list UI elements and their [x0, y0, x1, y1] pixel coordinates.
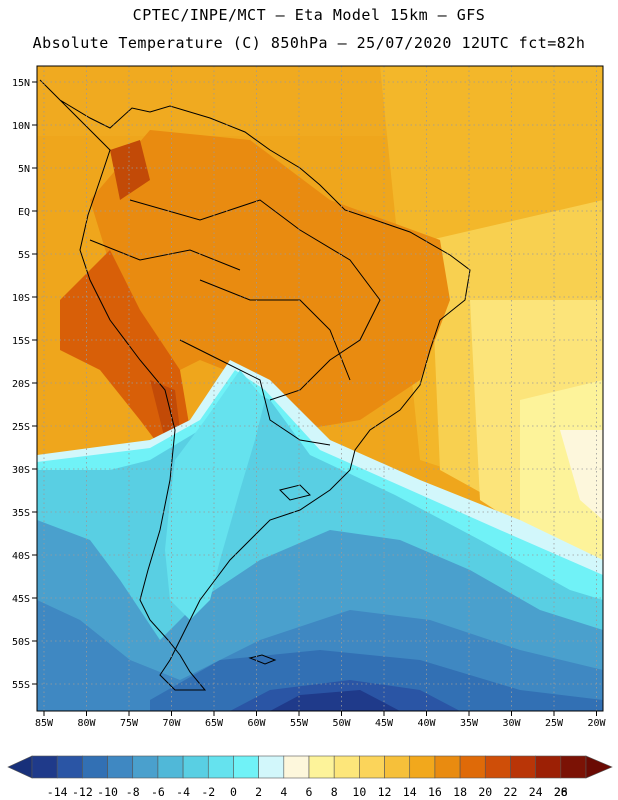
colorbar-label: 10 — [352, 785, 366, 799]
colorbar-label: 20 — [478, 785, 492, 799]
colorbar-swatch — [182, 755, 209, 779]
lon-tick-label: 35W — [460, 718, 479, 729]
colorbar-swatch — [283, 755, 310, 779]
lat-tick-label: 40S — [12, 551, 30, 562]
falklands — [248, 654, 277, 665]
border-1 — [129, 199, 381, 401]
field-cold-m8 — [270, 690, 400, 711]
colorbar-swatch — [82, 755, 108, 779]
border-3 — [179, 339, 331, 446]
coastlines — [39, 79, 471, 691]
field-andes-24b — [150, 380, 180, 440]
lat-tick-label: 50S — [12, 637, 30, 648]
map-frame — [36, 65, 604, 712]
lon-tick-label: 30W — [502, 718, 521, 729]
lat-tick-label: 30S — [12, 465, 30, 476]
lagoon-marks — [279, 484, 311, 501]
colorbar-over-arrow — [585, 755, 613, 779]
colorbar-label: -2 — [201, 785, 215, 799]
colorbar-label: -6 — [151, 785, 165, 799]
colorbar-swatch — [107, 755, 134, 779]
south-america-outline — [39, 79, 471, 691]
lon-tick-label: 55W — [290, 718, 309, 729]
colorbar: -14 -12 -10 -8 -6 -4 -2 0 2 4 6 8 10 12 14 16 18 20 22 24 26… — [7, 755, 613, 799]
colorbar-swatch — [409, 755, 436, 779]
colorbar-label: 2 — [255, 785, 262, 799]
axis-ticks: 85W 80W 75W 70W 65W 60W 55W 50W 45W 40W 35W 30W 25W 2… — [12, 78, 607, 729]
colorbar-label: 12 — [378, 785, 392, 799]
chart-title-line-1: CPTEC/INPE/MCT – Eta Model 15km – GFS — [132, 6, 486, 24]
lon-tick-label: 80W — [77, 718, 96, 729]
colorbar-label: 14 — [403, 785, 417, 799]
colorbar-label: 28 — [554, 785, 568, 799]
colorbar-swatch — [258, 755, 285, 779]
lat-tick-label: 35S — [12, 508, 30, 519]
field-andes-24 — [110, 140, 150, 200]
lat-tick-label: 15N — [12, 78, 30, 89]
colorbar-swatch — [459, 755, 486, 779]
colorbar-swatch — [484, 755, 511, 779]
colorbar-under-arrow — [7, 755, 33, 779]
lon-tick-label: 20W — [587, 718, 606, 729]
lat-tick-label: 55S — [12, 680, 30, 691]
colorbar-label: 24 — [529, 785, 543, 799]
colorbar-swatch — [233, 755, 259, 779]
lat-tick-label: 25S — [12, 422, 30, 433]
colorbar-label: -4 — [176, 785, 190, 799]
lon-tick-label: 70W — [162, 718, 181, 729]
colorbar-label: 26 — [554, 785, 568, 799]
colorbar-swatch — [560, 755, 587, 779]
colorbar-label: -10 — [97, 785, 118, 799]
colorbar-label: 22 — [504, 785, 518, 799]
lat-tick-label: 10N — [12, 121, 30, 132]
lon-tick-label: 50W — [332, 718, 351, 729]
colorbar-swatch — [359, 755, 385, 779]
colorbar-swatch — [157, 755, 184, 779]
colorbar-label: -12 — [72, 785, 93, 799]
colorbar-swatch — [384, 755, 411, 779]
colorbar-label: -14 — [47, 785, 68, 799]
colorbar-swatch — [56, 755, 83, 779]
lat-tick-label: 5N — [18, 164, 30, 175]
lon-tick-label: 25W — [545, 718, 564, 729]
field-band-8 — [560, 430, 603, 520]
colorbar-label: 0 — [230, 785, 237, 799]
colorbar-label: 4 — [280, 785, 287, 799]
lon-tick-label: 85W — [35, 718, 54, 729]
lat-tick-label: EQ — [18, 207, 30, 218]
colorbar-label: 18 — [453, 785, 467, 799]
colorbar-swatch — [132, 755, 159, 779]
colorbar-swatch — [31, 755, 58, 779]
colorbar-label: 8 — [331, 785, 338, 799]
lon-tick-label: 65W — [205, 718, 224, 729]
lat-tick-label: 15S — [12, 336, 30, 347]
lon-tick-label: 45W — [375, 718, 394, 729]
colorbar-swatch — [207, 755, 234, 779]
lon-tick-label: 75W — [120, 718, 139, 729]
colorbar-label: -8 — [126, 785, 140, 799]
colorbar-label: 6 — [306, 785, 313, 799]
border-2 — [199, 279, 351, 381]
field-cyan-tongue — [165, 370, 265, 620]
chart-title-line-2: Absolute Temperature (C) 850hPa – 25/07/… — [32, 34, 586, 52]
lat-tick-label: 45S — [12, 594, 30, 605]
lat-tick-label: 10S — [12, 293, 30, 304]
lon-tick-label: 60W — [247, 718, 266, 729]
field-interior-18 — [90, 130, 450, 430]
colorbar-swatch — [535, 755, 562, 779]
colorbar-label: 16 — [428, 785, 442, 799]
border-4 — [89, 239, 241, 271]
lon-tick-label: 40W — [417, 718, 436, 729]
colorbar-swatch — [308, 755, 335, 779]
colorbar-swatch — [333, 755, 360, 779]
colorbar-swatch — [434, 755, 461, 779]
lat-tick-label: 5S — [18, 250, 30, 261]
lat-tick-label: 20S — [12, 379, 30, 390]
colorbar-swatch — [510, 755, 536, 779]
